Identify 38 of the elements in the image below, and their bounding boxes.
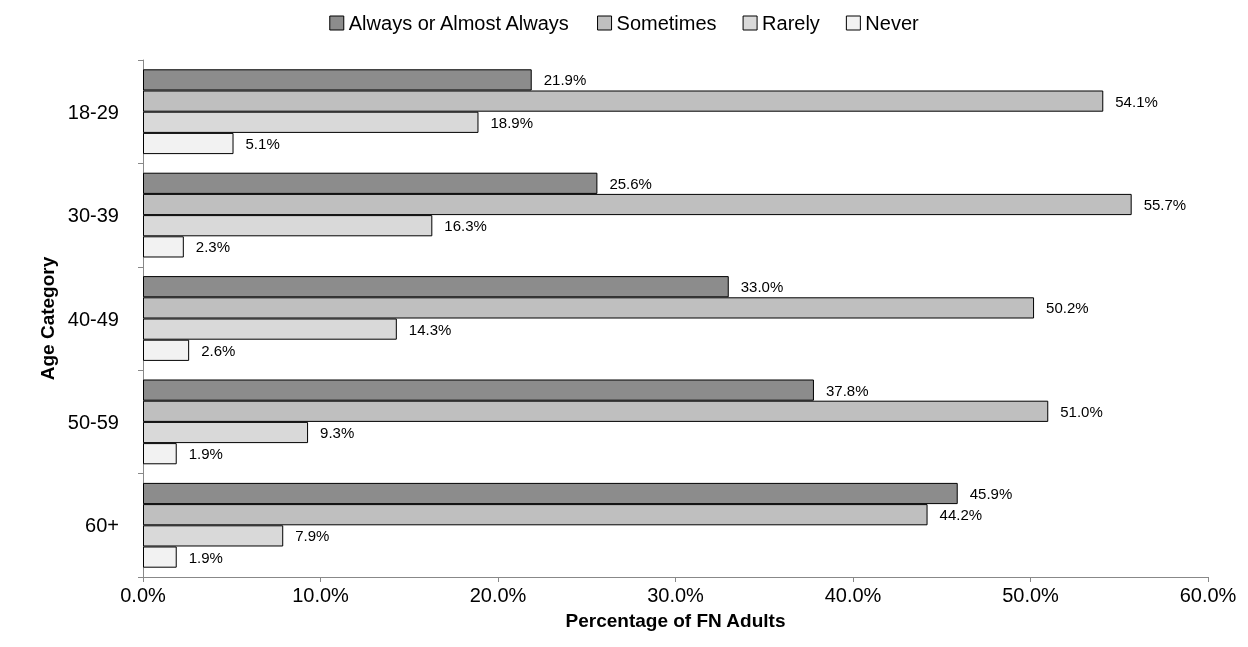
data-label: 21.9% [543,71,587,89]
data-label: 25.6% [609,174,652,192]
data-label: 16.3% [444,217,487,235]
y-tick-label: 30-39 [67,204,119,227]
data-label: 1.9% [188,548,223,566]
data-label: 44.2% [939,506,983,524]
x-tick-label: 40.0% [824,584,882,606]
data-label: 2.3% [195,238,231,256]
y-tick-label: 40-49 [67,307,119,330]
x-tick-label: 20.0% [469,584,527,606]
legend-label: Always or Almost Always [348,12,569,34]
y-tick-label: 18-29 [67,100,119,123]
x-axis-title: Percentage of FN Adults [565,610,786,631]
data-label: 37.8% [825,381,869,399]
legend-label: Rarely [762,12,820,34]
data-label: 14.3% [408,320,452,338]
data-label: 33.0% [740,278,784,296]
data-label: 50.2% [1046,299,1089,317]
x-tick-label: 50.0% [1002,584,1060,606]
x-tick-label: 0.0% [120,584,167,606]
data-label: 7.9% [295,527,330,545]
data-label: 2.6% [201,341,236,359]
x-tick-label: 60.0% [1179,584,1237,606]
x-tick-label: 10.0% [292,584,350,606]
legend-label: Sometimes [616,12,717,34]
data-label: 9.3% [320,424,355,441]
x-tick-label: 30.0% [647,584,705,606]
data-label: 1.9% [188,445,223,463]
data-label: 54.1% [1115,92,1158,110]
data-label: 55.7% [1143,196,1187,213]
data-label: 18.9% [490,113,534,131]
y-tick-label: 50-59 [67,410,119,433]
data-label: 5.1% [245,135,280,152]
y-tick-label: 60+ [85,514,119,537]
legend-label: Never [865,12,920,34]
data-label: 45.9% [969,485,1013,502]
y-axis-title: Age Category [36,256,58,381]
data-label: 51.0% [1060,402,1103,420]
